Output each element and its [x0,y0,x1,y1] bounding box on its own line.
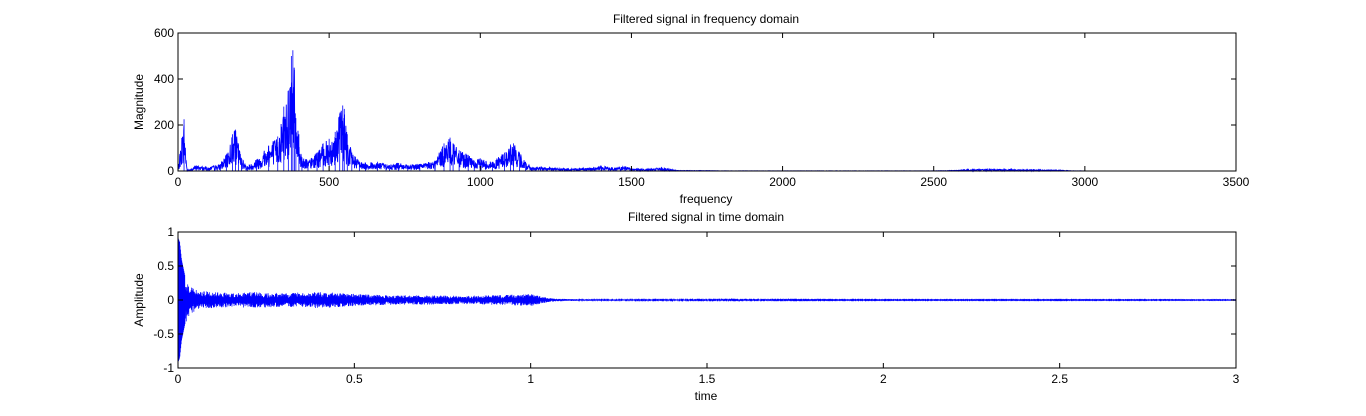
time-chart-title: Filtered signal in time domain [628,210,784,224]
frequency-domain-panel: Filtered signal in frequency domain 0 500… [132,12,1250,206]
x-tick-label: 2 [880,372,887,386]
x-tick-label: 2000 [769,175,796,189]
y-tick-label: 0.5 [157,259,174,273]
x-tick-label: 3000 [1072,175,1099,189]
spectrum-peaks [177,50,1086,171]
x-tick-label: 2.5 [1051,372,1068,386]
x-tick-label: 0 [175,372,182,386]
x-tick-label: 1.5 [699,372,716,386]
frequency-y-axis-label: Magnitude [132,74,146,130]
y-tick-label: 600 [154,26,174,40]
y-tick-label: 0 [167,164,174,178]
frequency-x-ticks: 0 500 1000 1500 2000 2500 3000 3500 [175,33,1250,189]
frequency-y-ticks: 0 200 400 600 [154,26,1236,178]
y-tick-label: 200 [154,118,174,132]
y-tick-label: 400 [154,72,174,86]
spectrum-line [177,67,1085,173]
time-y-axis-label: Amplitude [132,273,146,327]
x-tick-label: 1 [527,372,534,386]
x-tick-label: 2500 [920,175,947,189]
x-tick-label: 0.5 [346,372,363,386]
x-tick-label: 1000 [467,175,494,189]
y-tick-label: 1 [167,225,174,239]
frequency-axes-box [177,32,1237,172]
time-domain-panel: Filtered signal in time domain 0 0.5 1 1.5 2… [132,210,1240,403]
frequency-x-axis-label: frequency [680,192,733,206]
time-y-ticks: -1 -0.5 0 0.5 1 [153,225,1236,375]
y-tick-label: 0 [167,293,174,307]
x-tick-label: 3 [1233,372,1240,386]
time-x-axis-label: time [695,389,718,403]
y-tick-label: -0.5 [153,327,174,341]
x-tick-label: 0 [175,175,182,189]
time-x-ticks: 0 0.5 1 1.5 2 2.5 3 [175,232,1240,386]
x-tick-label: 3500 [1223,175,1250,189]
frequency-chart-title: Filtered signal in frequency domain [613,12,799,26]
x-tick-label: 1500 [618,175,645,189]
time-plot-area [177,237,1237,362]
x-tick-label: 500 [319,175,339,189]
frequency-plot-area [177,50,1086,173]
y-tick-label: -1 [163,361,174,375]
